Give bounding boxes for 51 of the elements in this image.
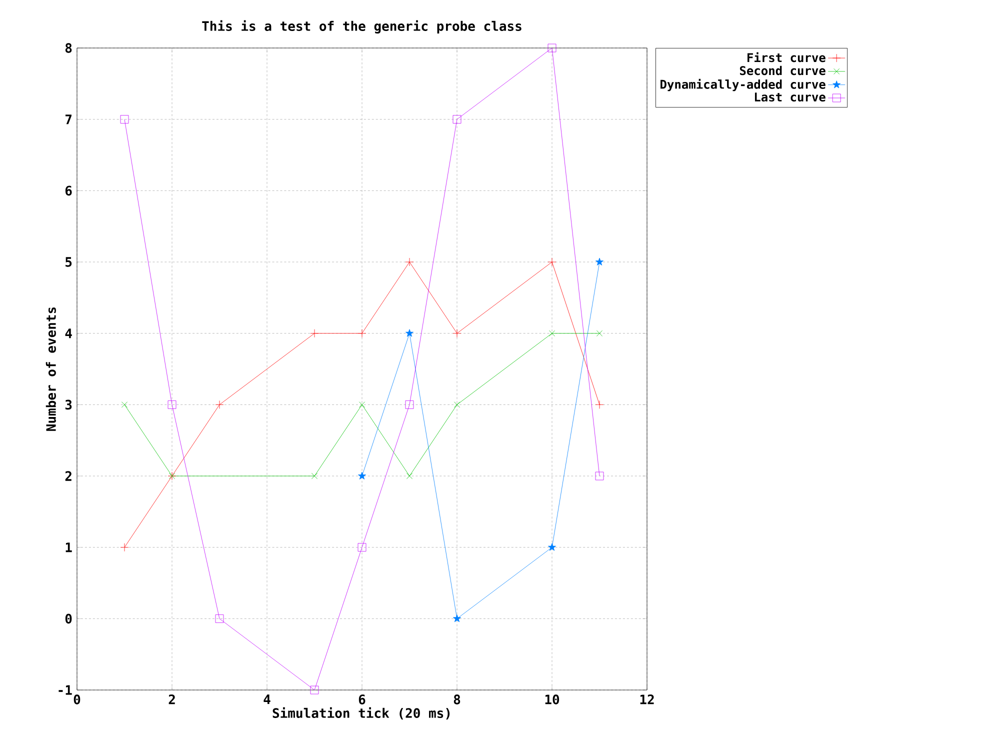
point xyxy=(405,400,414,409)
point xyxy=(596,330,603,336)
y-tick-label: 6 xyxy=(65,186,72,196)
point xyxy=(120,115,129,124)
point xyxy=(454,402,460,408)
y-tick-label: -1 xyxy=(58,685,72,695)
x-tick-label: 10 xyxy=(545,694,560,704)
point xyxy=(121,402,128,408)
y-tick-label: 8 xyxy=(65,43,72,53)
point xyxy=(358,402,366,408)
y-tick-label: 5 xyxy=(66,257,72,267)
point xyxy=(453,614,462,622)
y-tick-label: 4 xyxy=(65,328,72,338)
point xyxy=(358,472,366,480)
point xyxy=(168,400,176,409)
point xyxy=(358,543,366,552)
point xyxy=(595,472,604,480)
point xyxy=(406,329,414,337)
y-tick-label: 1 xyxy=(66,542,72,552)
point xyxy=(596,258,604,266)
legend-label: First curve xyxy=(748,52,826,62)
legend-label: Dynamically-added curve xyxy=(660,78,826,92)
legend-label: Last curve xyxy=(754,92,826,102)
x-tick-label: 12 xyxy=(640,694,654,704)
x-tick-label: 0 xyxy=(74,694,80,704)
x-tick-label: 4 xyxy=(264,694,270,704)
point xyxy=(215,614,224,623)
y-tick-label: 0 xyxy=(65,614,72,624)
point xyxy=(452,115,462,124)
point xyxy=(548,44,556,52)
y-tick-label: 7 xyxy=(66,114,72,124)
point xyxy=(548,258,556,266)
chart-title: This is a test of the generic probe class xyxy=(202,20,522,34)
point xyxy=(358,329,366,338)
point xyxy=(215,400,224,409)
y-tick-label: 3 xyxy=(65,400,72,410)
point xyxy=(452,329,462,338)
point xyxy=(595,400,604,409)
legend-label: Second curve xyxy=(740,66,826,76)
x-tick-label: 6 xyxy=(358,694,366,704)
x-tick-label: 8 xyxy=(454,694,460,704)
point xyxy=(548,330,556,336)
y-tick-label: 2 xyxy=(65,471,72,481)
point xyxy=(120,543,129,552)
point xyxy=(548,543,556,551)
point xyxy=(310,329,319,338)
point xyxy=(405,258,414,266)
y-axis-title: Number of events xyxy=(46,307,56,431)
x-axis-title: Simulation tick (20 ms) xyxy=(272,707,450,720)
point xyxy=(310,686,319,694)
x-tick-label: 2 xyxy=(168,694,175,704)
